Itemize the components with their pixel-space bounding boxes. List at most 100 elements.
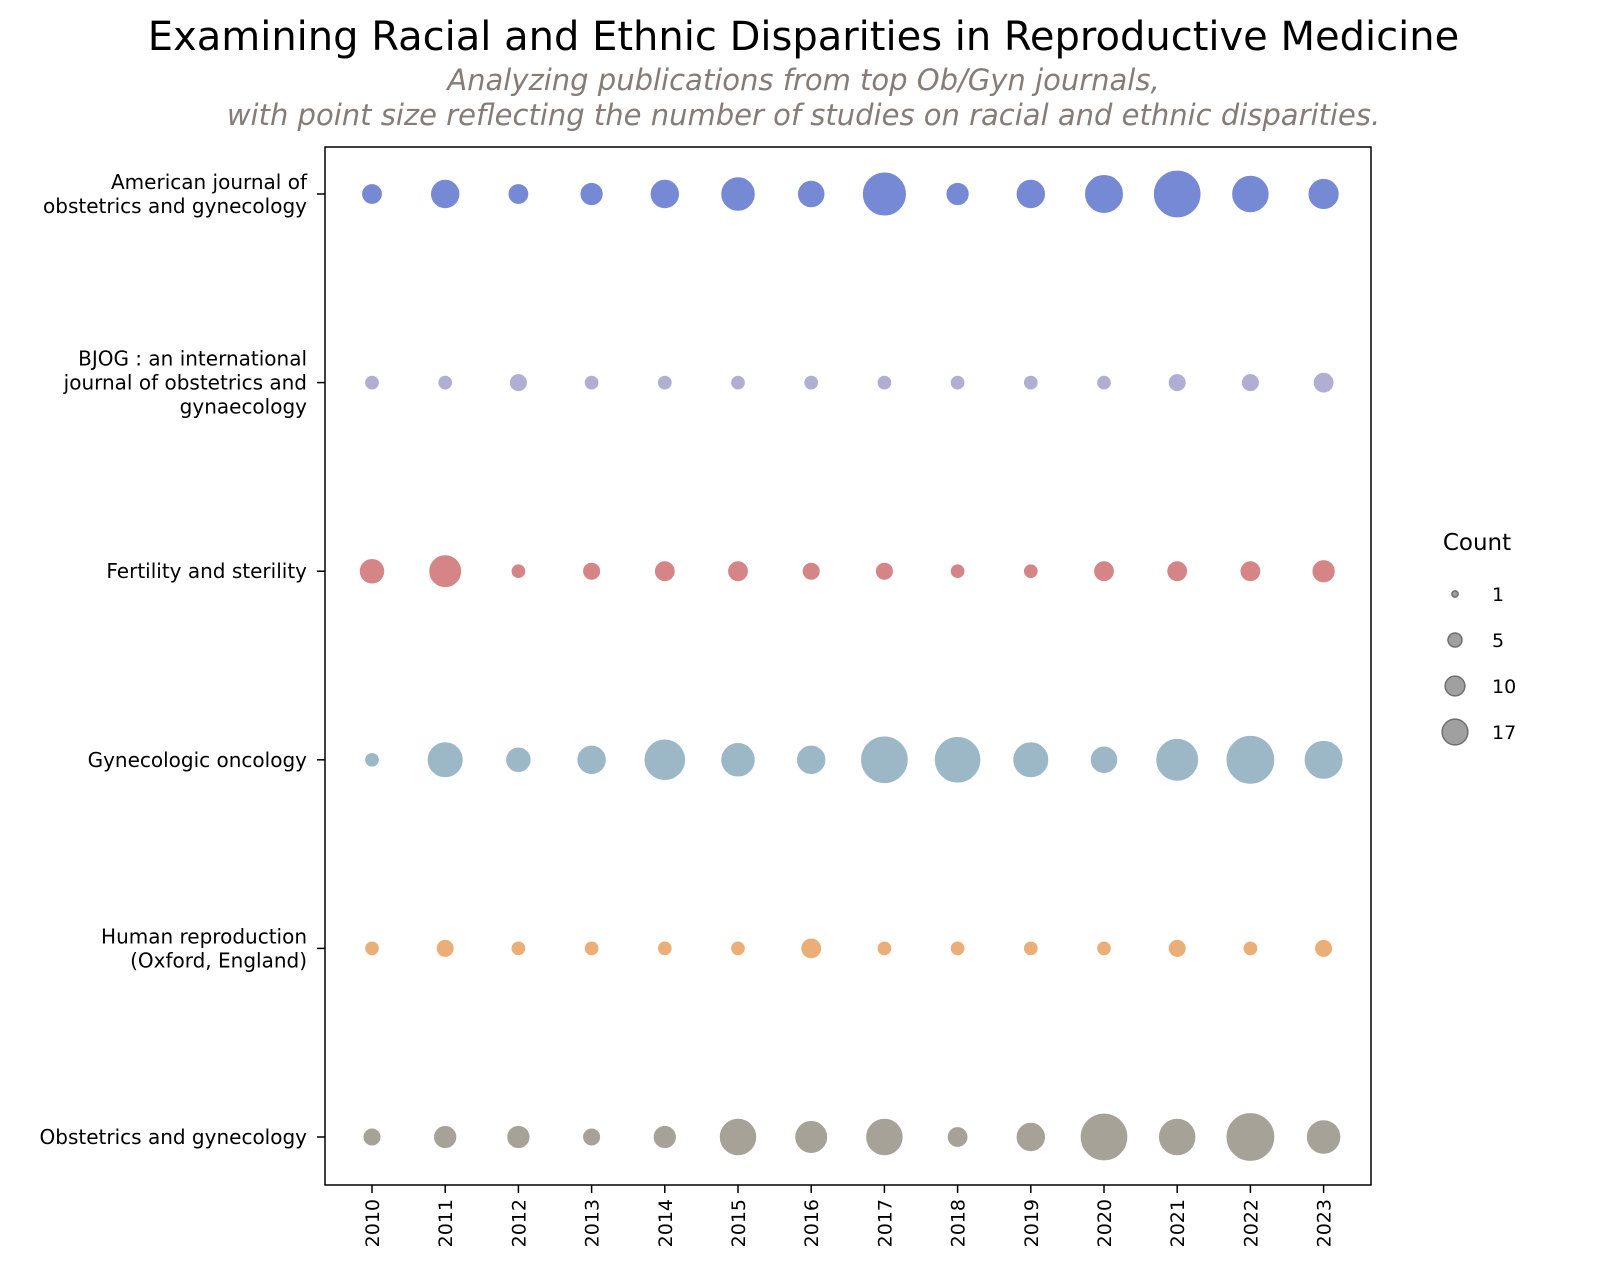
point-american-journal-of-obstetrics-and-gynecology-2021 <box>1152 169 1202 219</box>
chart-title: Examining Racial and Ethnic Disparities … <box>147 14 1460 60</box>
point-human-reproduction-oxford-england--2016 <box>800 937 823 960</box>
point-bjog-an-international-journal-of-obstetrics-and-gynaecology-2012 <box>508 373 528 393</box>
plot-frame <box>324 146 1372 1186</box>
point-american-journal-of-obstetrics-and-gynecology-2015 <box>720 176 756 212</box>
point-gynecologic-oncology-2023 <box>1303 739 1344 780</box>
point-human-reproduction-oxford-england--2021 <box>1167 938 1187 958</box>
point-gynecologic-oncology-2013 <box>576 744 607 776</box>
legend-marker <box>1451 590 1459 598</box>
point-human-reproduction-oxford-england--2017 <box>876 940 893 957</box>
point-bjog-an-international-journal-of-obstetrics-and-gynaecology-2016 <box>803 374 820 391</box>
point-bjog-an-international-journal-of-obstetrics-and-gynaecology-2013 <box>583 374 600 391</box>
point-american-journal-of-obstetrics-and-gynecology-2017 <box>861 171 907 217</box>
y-tick-label: Human reproduction (Oxford, England) <box>101 924 307 972</box>
point-obstetrics-and-gynecology-2022 <box>1225 1112 1276 1162</box>
point-fertility-and-sterility-2022 <box>1239 560 1262 583</box>
point-human-reproduction-oxford-england--2012 <box>510 940 527 957</box>
point-gynecologic-oncology-2019 <box>1012 741 1050 779</box>
point-american-journal-of-obstetrics-and-gynecology-2023 <box>1307 177 1340 211</box>
point-fertility-and-sterility-2023 <box>1311 559 1336 584</box>
legend-marker <box>1444 675 1466 697</box>
legend-label: 5 <box>1492 630 1504 652</box>
point-gynecologic-oncology-2021 <box>1155 737 1200 782</box>
point-gynecologic-oncology-2010 <box>364 751 380 768</box>
point-american-journal-of-obstetrics-and-gynecology-2014 <box>649 178 681 210</box>
legend-title: Count <box>1443 530 1511 556</box>
point-obstetrics-and-gynecology-2021 <box>1157 1117 1197 1157</box>
point-american-journal-of-obstetrics-and-gynecology-2013 <box>579 181 604 207</box>
point-bjog-an-international-journal-of-obstetrics-and-gynaecology-2023 <box>1312 371 1335 394</box>
point-fertility-and-sterility-2017 <box>874 561 894 581</box>
point-american-journal-of-obstetrics-and-gynecology-2012 <box>507 183 530 205</box>
point-american-journal-of-obstetrics-and-gynecology-2016 <box>796 179 826 209</box>
y-tick-label: Obstetrics and gynecology <box>40 1125 308 1149</box>
x-tick-label: 2019 <box>1021 1199 1043 1247</box>
point-human-reproduction-oxford-england--2010 <box>364 940 380 957</box>
point-fertility-and-sterility-2010 <box>358 557 386 585</box>
point-american-journal-of-obstetrics-and-gynecology-2018 <box>945 181 970 207</box>
point-gynecologic-oncology-2016 <box>795 744 827 776</box>
x-tick-label: 2017 <box>874 1199 896 1247</box>
point-gynecologic-oncology-2012 <box>505 746 532 774</box>
x-tick-label: 2021 <box>1167 1199 1189 1247</box>
point-fertility-and-sterility-2012 <box>510 563 527 580</box>
point-american-journal-of-obstetrics-and-gynecology-2020 <box>1084 174 1124 214</box>
x-tick-label: 2015 <box>728 1199 750 1247</box>
point-gynecologic-oncology-2018 <box>933 736 982 784</box>
size-legend: Count 1 5 10 17 <box>1441 530 1516 746</box>
point-fertility-and-sterility-2019 <box>1022 563 1039 580</box>
point-gynecologic-oncology-2020 <box>1089 745 1119 775</box>
point-obstetrics-and-gynecology-2019 <box>1015 1121 1047 1153</box>
x-tick-label: 2018 <box>948 1199 970 1247</box>
x-tick-label: 2013 <box>582 1199 604 1247</box>
point-obstetrics-and-gynecology-2016 <box>794 1120 829 1154</box>
point-gynecologic-oncology-2011 <box>426 741 464 779</box>
point-american-journal-of-obstetrics-and-gynecology-2022 <box>1231 174 1270 214</box>
legend-label: 10 <box>1492 676 1516 698</box>
point-human-reproduction-oxford-england--2023 <box>1314 938 1334 958</box>
x-tick-label: 2010 <box>362 1199 384 1247</box>
point-bjog-an-international-journal-of-obstetrics-and-gynaecology-2019 <box>1022 374 1039 391</box>
point-bjog-an-international-journal-of-obstetrics-and-gynaecology-2015 <box>730 374 746 391</box>
point-obstetrics-and-gynecology-2011 <box>433 1124 458 1150</box>
point-gynecologic-oncology-2022 <box>1225 734 1276 785</box>
point-human-reproduction-oxford-england--2011 <box>435 938 455 958</box>
point-obstetrics-and-gynecology-2023 <box>1305 1119 1342 1155</box>
point-bjog-an-international-journal-of-obstetrics-and-gynaecology-2010 <box>364 374 380 391</box>
point-fertility-and-sterility-2016 <box>801 561 821 581</box>
point-obstetrics-and-gynecology-2015 <box>718 1117 758 1157</box>
point-human-reproduction-oxford-england--2013 <box>583 940 600 957</box>
point-obstetrics-and-gynecology-2010 <box>362 1127 382 1147</box>
point-human-reproduction-oxford-england--2019 <box>1022 940 1039 957</box>
point-human-reproduction-oxford-england--2015 <box>730 940 746 957</box>
chart-subtitle-line-2: with point size reflecting the number of… <box>226 98 1381 132</box>
y-tick-label: American journal of obstetrics and gyneco… <box>43 170 308 218</box>
x-tick-label: 2016 <box>801 1199 823 1247</box>
point-human-reproduction-oxford-england--2022 <box>1242 940 1259 957</box>
point-american-journal-of-obstetrics-and-gynecology-2019 <box>1015 178 1047 210</box>
point-obstetrics-and-gynecology-2012 <box>506 1124 531 1150</box>
y-tick-label: Fertility and sterility <box>106 559 307 583</box>
legend-marker <box>1441 718 1469 746</box>
point-human-reproduction-oxford-england--2018 <box>949 940 966 957</box>
point-fertility-and-sterility-2020 <box>1093 560 1115 583</box>
point-fertility-and-sterility-2018 <box>949 563 966 580</box>
x-tick-label: 2022 <box>1240 1199 1262 1247</box>
point-american-journal-of-obstetrics-and-gynecology-2010 <box>361 183 383 205</box>
x-tick-label: 2020 <box>1094 1199 1116 1247</box>
point-gynecologic-oncology-2017 <box>860 735 909 785</box>
point-obstetrics-and-gynecology-2020 <box>1079 1112 1129 1162</box>
y-tick-label: Gynecologic oncology <box>88 748 308 772</box>
point-gynecologic-oncology-2014 <box>643 738 687 782</box>
point-fertility-and-sterility-2015 <box>727 560 749 583</box>
chart-subtitle-line-1: Analyzing publications from top Ob/Gyn j… <box>447 63 1160 97</box>
point-american-journal-of-obstetrics-and-gynecology-2011 <box>429 178 461 210</box>
point-bjog-an-international-journal-of-obstetrics-and-gynaecology-2018 <box>949 374 966 391</box>
point-bjog-an-international-journal-of-obstetrics-and-gynaecology-2014 <box>656 374 673 391</box>
x-tick-label: 2014 <box>655 1199 677 1247</box>
x-tick-label: 2011 <box>435 1199 457 1247</box>
legend-marker <box>1447 632 1463 648</box>
point-human-reproduction-oxford-england--2020 <box>1096 940 1112 957</box>
point-bjog-an-international-journal-of-obstetrics-and-gynaecology-2020 <box>1096 374 1112 391</box>
point-bjog-an-international-journal-of-obstetrics-and-gynaecology-2011 <box>437 374 454 391</box>
